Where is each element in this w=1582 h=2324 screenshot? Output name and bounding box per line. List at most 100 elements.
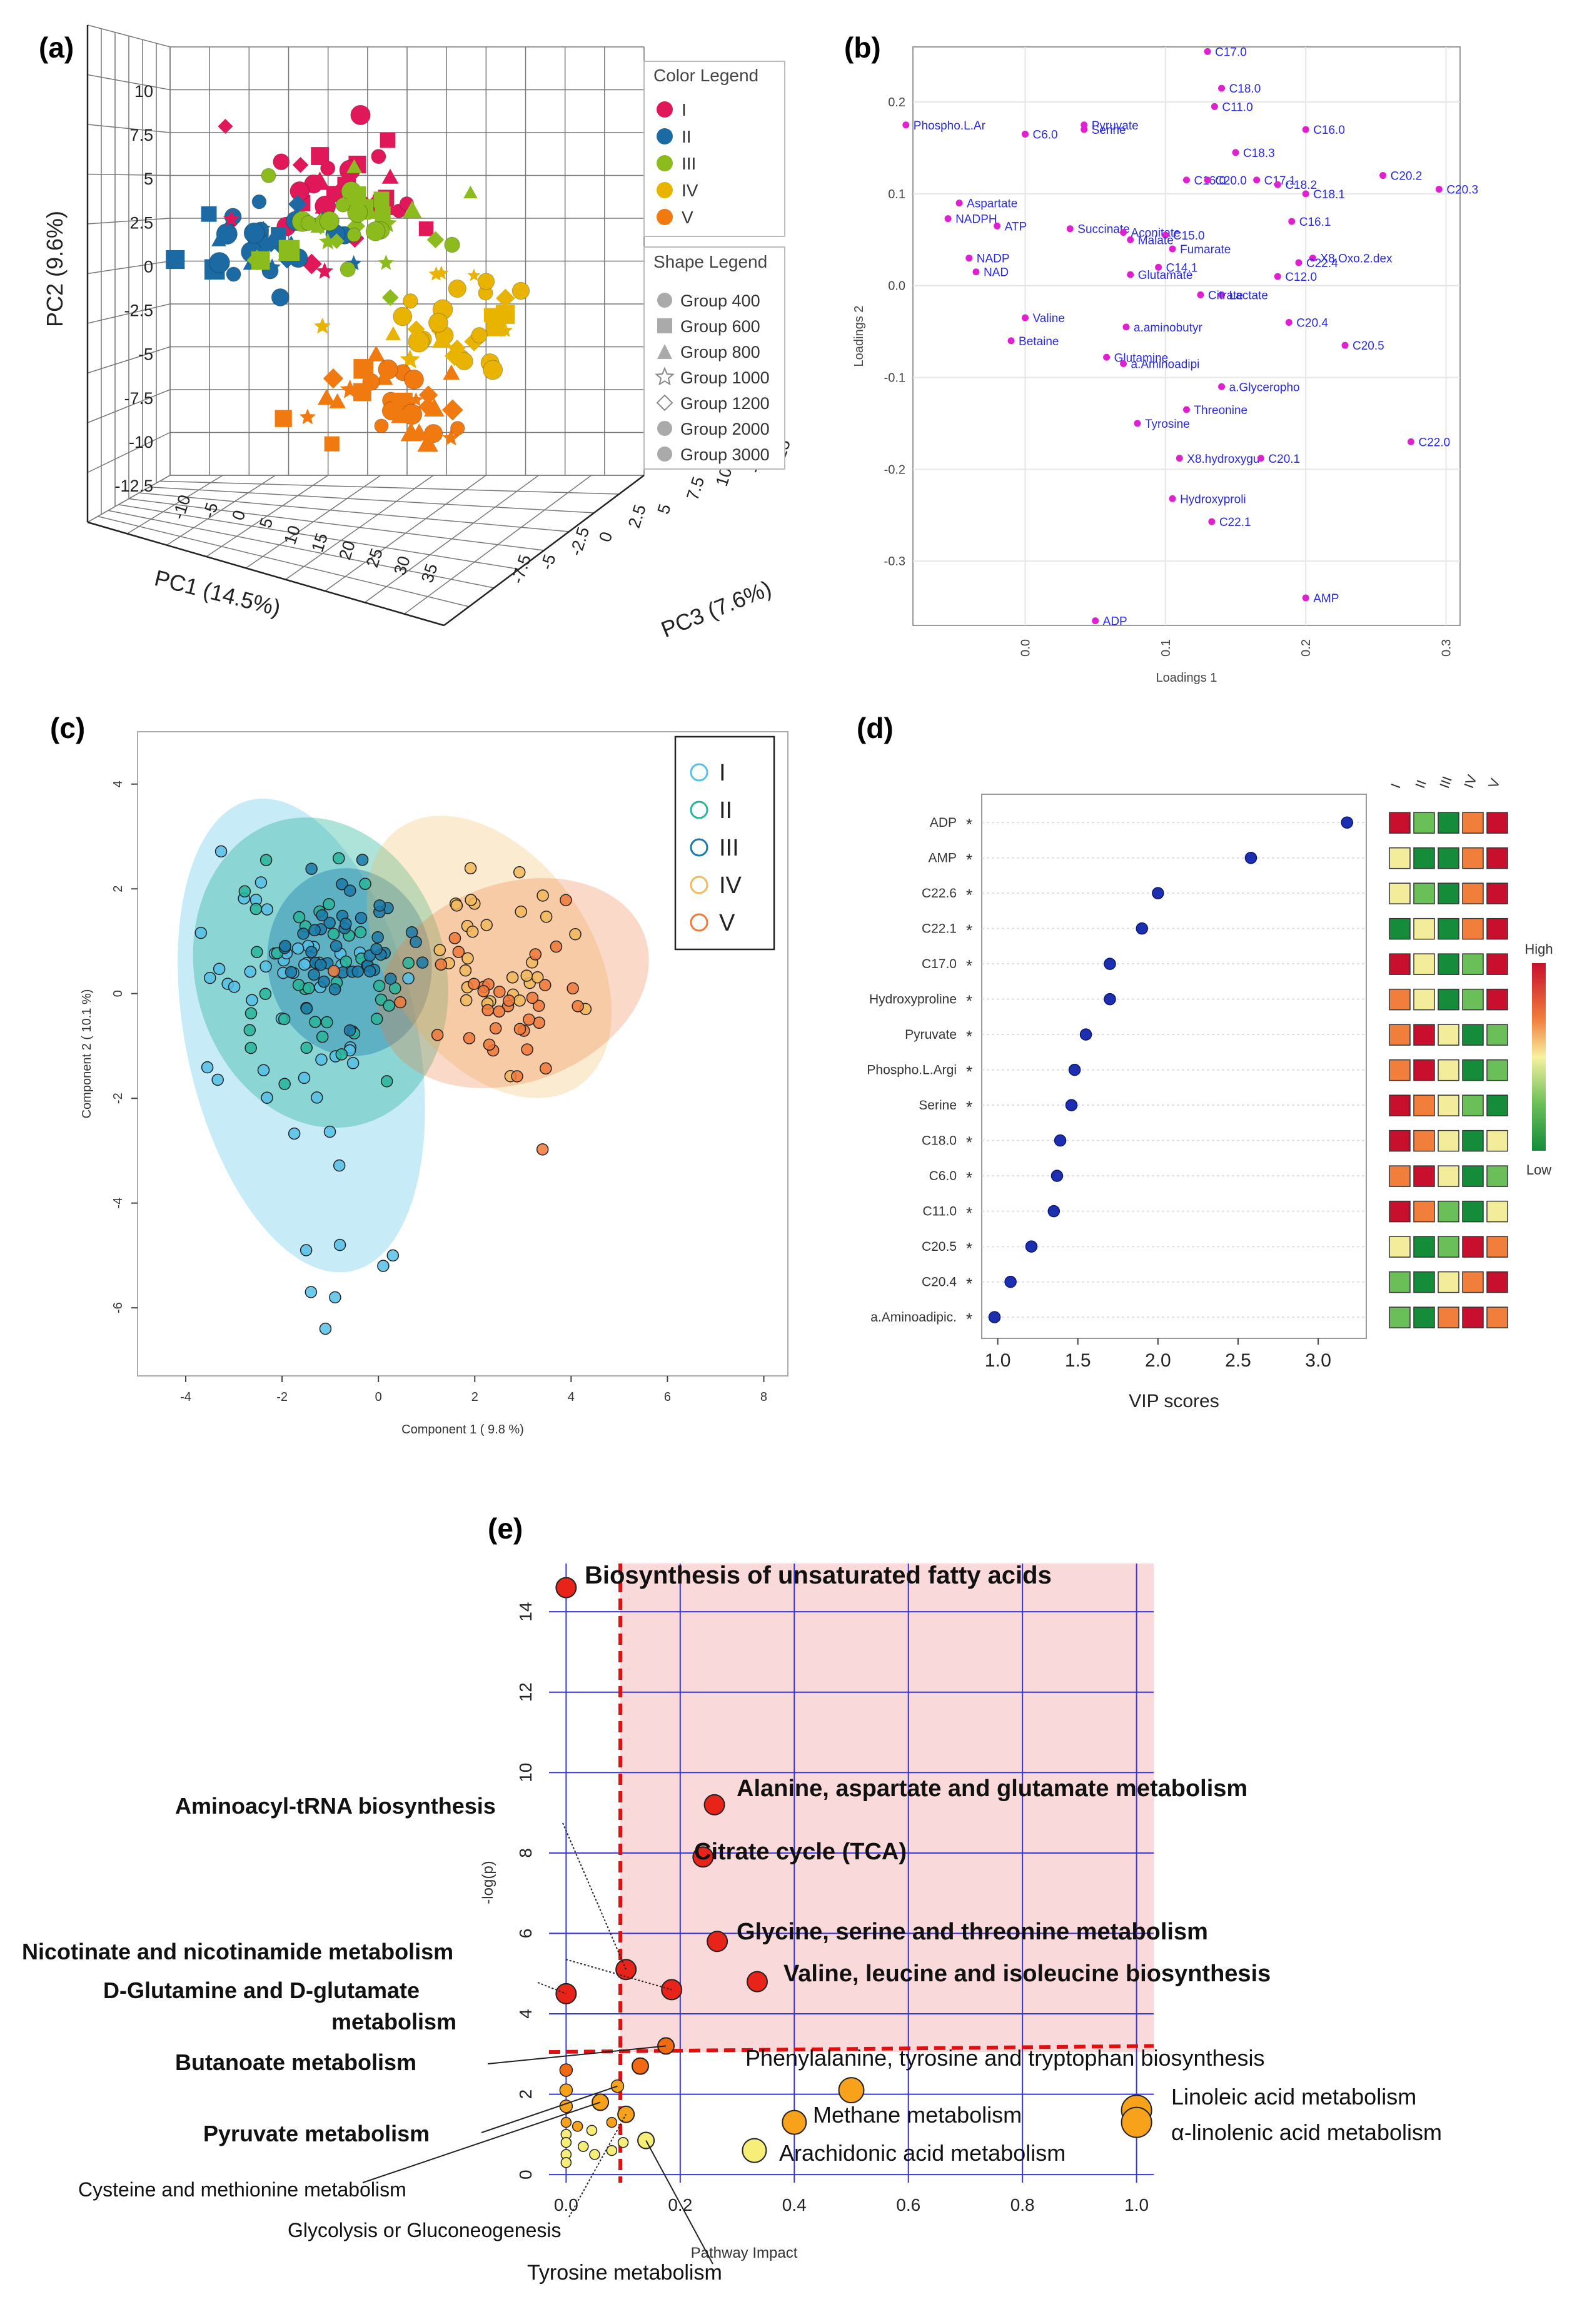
pca3d-point: [201, 206, 217, 222]
pathway-y-tick: 4: [516, 2009, 535, 2019]
plsda-legend-label: IV: [719, 872, 742, 899]
plsda-point: [336, 878, 348, 891]
vip-heatmap-cell: [1438, 1200, 1459, 1223]
vip-heatmap-cell: [1438, 917, 1459, 940]
vip-heatmap-cell: [1389, 1236, 1411, 1258]
plsda-point: [460, 994, 473, 1007]
plsda-point: [194, 926, 207, 939]
loading-point: [1066, 225, 1074, 233]
vip-heatmap-cell: [1462, 917, 1484, 940]
pca3d-point: [400, 349, 420, 368]
vip-point: [1050, 1170, 1064, 1182]
loading-label: Tyrosine: [1145, 418, 1190, 431]
plsda-x-tick: 6: [664, 1390, 671, 1404]
pca3d-point: [497, 322, 513, 337]
plsda-point: [493, 986, 506, 998]
pca3d-point: [288, 195, 307, 214]
vip-heatmap-cell: [1438, 812, 1459, 834]
plsda-point: [370, 942, 383, 956]
loading-label: a.aminobutyr: [1134, 321, 1203, 335]
plsda-point: [489, 1022, 502, 1035]
loading-label: C20.4: [1296, 316, 1328, 330]
vip-heatmap-cell: [1438, 953, 1459, 975]
plsda-point: [477, 985, 490, 998]
pca3d-point: [346, 228, 361, 243]
pca3d-point: [347, 202, 368, 223]
vip-heatmap-column-label: IV: [1461, 772, 1480, 790]
pc1-tick-label: 0: [228, 508, 249, 523]
vip-point: [1068, 1063, 1081, 1076]
pathway-point-minor: [617, 2136, 629, 2148]
loading-label: Succinate: [1077, 223, 1129, 236]
vip-heatmap-cell: [1438, 1165, 1459, 1187]
shape-legend-square-icon: [657, 318, 672, 333]
plsda-point: [300, 1002, 313, 1015]
pca3d-point: [417, 433, 438, 452]
vip-point: [1047, 1205, 1061, 1218]
loading-label: C22.1: [1219, 516, 1251, 529]
plsda-point: [448, 932, 461, 944]
plsda-point: [340, 917, 352, 930]
pathway-point: [742, 2138, 767, 2163]
loading-point: [944, 215, 952, 223]
pc3-axis-line: [443, 475, 645, 626]
vip-heatmap-cell: [1413, 1200, 1435, 1223]
confidence-ellipse: [366, 816, 612, 1098]
vip-heatmap-cell: [1389, 953, 1411, 975]
pca3d-point: [318, 388, 336, 405]
plsda-point: [521, 1043, 533, 1056]
vip-heatmap-cell: [1462, 1024, 1484, 1046]
plsda-point: [513, 994, 526, 1007]
pca3d-point: [448, 279, 466, 298]
plsda-point: [459, 964, 472, 977]
loading-point: [1288, 218, 1296, 225]
vip-heatmap-cell: [1413, 1271, 1435, 1293]
plsda-point: [386, 1249, 400, 1262]
loadings-y-label: Loadings 2: [852, 306, 866, 367]
pca3d-point: [426, 231, 445, 249]
plsda-point: [285, 966, 298, 979]
plsda-point: [278, 1013, 291, 1026]
plsda-point: [567, 982, 579, 995]
vip-scale-high-label: High: [1524, 941, 1553, 957]
loading-point: [1007, 337, 1015, 345]
loading-point: [1204, 48, 1211, 55]
plsda-point: [259, 960, 272, 973]
shape-legend-circle-icon: [657, 293, 672, 308]
vip-heatmap-column-label: III: [1436, 774, 1455, 791]
vip-heatmap-cell: [1438, 1059, 1459, 1081]
plsda-point: [251, 946, 263, 958]
pathway-point: [707, 1931, 728, 1953]
pca3d-point: [311, 147, 330, 165]
vip-heatmap-cell: [1462, 1094, 1484, 1116]
pathway-label: Glycine, serine and threonine metabolism: [737, 1919, 1208, 1945]
pc3-tick-label: -2.5: [567, 525, 593, 558]
vip-heatmap-cell: [1389, 988, 1411, 1011]
vip-x-tick: 2.0: [1145, 1350, 1171, 1371]
color-legend-label: V: [682, 208, 693, 227]
vip-heatmap-cell: [1462, 1165, 1484, 1187]
loading-point: [1127, 271, 1134, 278]
floor-gridline: [159, 480, 620, 495]
pca3d-point: [385, 326, 401, 341]
loadings-x-label: Loadings 1: [1156, 671, 1217, 685]
vip-heatmap-cell: [1486, 1024, 1508, 1046]
plsda-point: [370, 1013, 383, 1025]
loading-label: Glutamate: [1138, 269, 1193, 282]
color-legend-title: Color Legend: [653, 66, 758, 85]
pc1-tick-label: 30: [390, 553, 414, 577]
shape-legend-title: Shape Legend: [653, 252, 767, 271]
vip-point: [1244, 851, 1257, 864]
plsda-point: [513, 866, 526, 879]
vip-heatmap-cell: [1462, 812, 1484, 834]
pca3d-point: [418, 385, 438, 405]
pathway-x-tick: 0.8: [1010, 2195, 1035, 2215]
plsda-point: [526, 991, 539, 1004]
pca3d-point: [323, 368, 344, 389]
plsda-point: [298, 958, 311, 971]
loading-point: [1309, 255, 1316, 262]
plsda-y-tick: 4: [111, 781, 125, 787]
pca3d-point: [483, 360, 503, 380]
pca3d-point: [400, 422, 422, 442]
